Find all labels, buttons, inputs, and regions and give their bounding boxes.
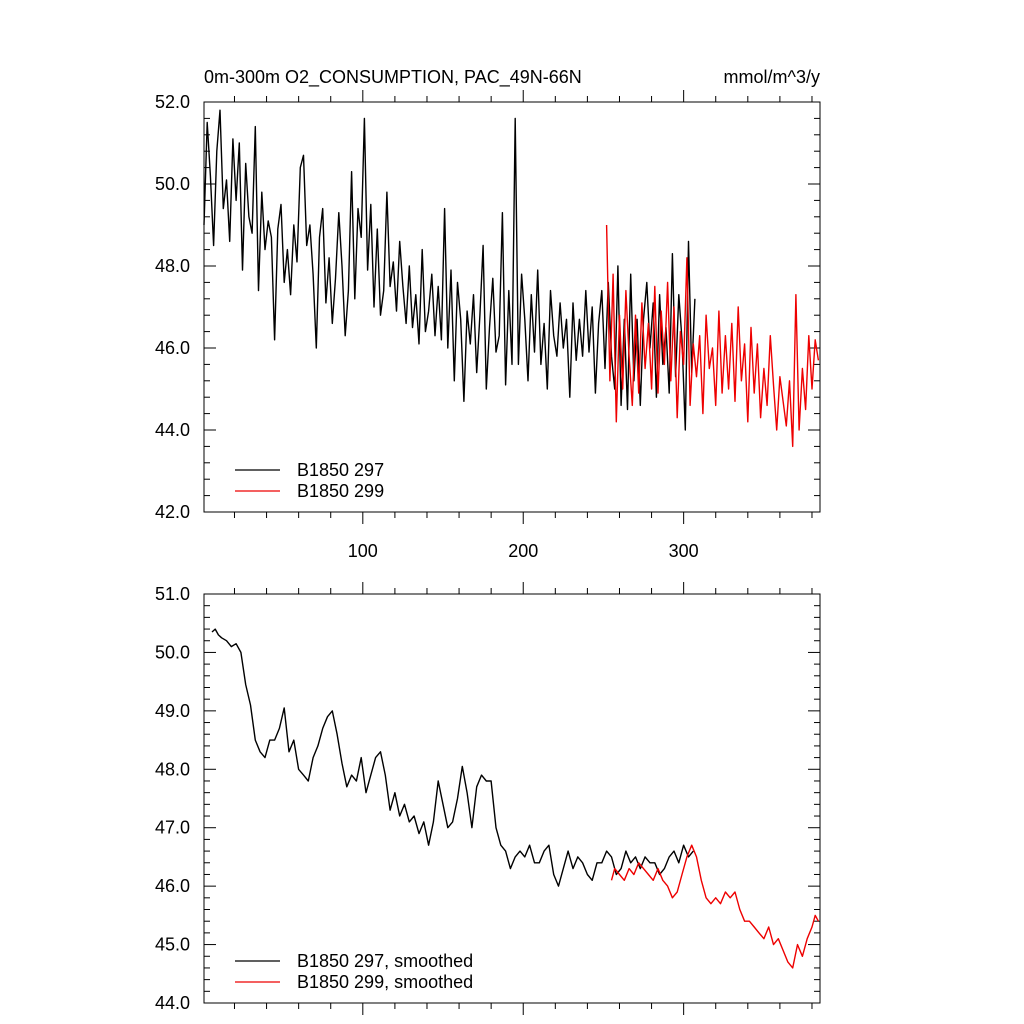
y-tick-label: 51.0 xyxy=(155,584,190,604)
top-legend: B1850 297 B1850 299 xyxy=(235,460,384,501)
y-tick-label: 45.0 xyxy=(155,935,190,955)
legend-label-b1850-297-smoothed: B1850 297, smoothed xyxy=(297,951,473,971)
series-line-b1850-299 xyxy=(605,224,820,448)
x-tick-label: 200 xyxy=(508,541,538,561)
bottom-series-lines xyxy=(211,628,820,969)
x-tick-label: 100 xyxy=(348,541,378,561)
y-tick-label: 48.0 xyxy=(155,256,190,276)
y-tick-label: 42.0 xyxy=(155,502,190,522)
y-tick-label: 49.0 xyxy=(155,701,190,721)
top-series-lines xyxy=(203,109,820,448)
y-tick-label: 48.0 xyxy=(155,759,190,779)
bottom-axis-ticks: 44.0 45.0 46.0 47.0 48.0 49.0 50.0 51.0 xyxy=(155,582,820,1015)
top-chart-panel: 0m-300m O2_CONSUMPTION, PAC_49N-66N mmol… xyxy=(155,67,821,561)
series-line-b1850-297-smoothed xyxy=(211,628,694,887)
y-tick-label: 50.0 xyxy=(155,642,190,662)
y-tick-label: 50.0 xyxy=(155,174,190,194)
series-line-b1850-299-smoothed xyxy=(610,844,820,969)
chart-title: 0m-300m O2_CONSUMPTION, PAC_49N-66N xyxy=(204,67,582,88)
y-tick-label: 52.0 xyxy=(155,92,190,112)
chart-units: mmol/m^3/y xyxy=(724,67,820,87)
x-tick-label: 300 xyxy=(669,541,699,561)
bottom-chart-panel: 44.0 45.0 46.0 47.0 48.0 49.0 50.0 51.0 B1850 2… xyxy=(155,582,821,1015)
top-plot-frame xyxy=(203,101,821,513)
bottom-plot-frame xyxy=(203,593,821,1004)
top-axis-ticks: 42.0 44.0 46.0 48.0 50.0 52.0 100 200 300 xyxy=(155,90,820,561)
y-tick-label: 44.0 xyxy=(155,420,190,440)
legend-label-b1850-299-smoothed: B1850 299, smoothed xyxy=(297,972,473,992)
legend-label-b1850-299: B1850 299 xyxy=(297,481,384,501)
y-tick-label: 46.0 xyxy=(155,876,190,896)
series-line-b1850-297 xyxy=(203,109,696,431)
y-tick-label: 44.0 xyxy=(155,993,190,1013)
y-tick-label: 47.0 xyxy=(155,818,190,838)
y-tick-label: 46.0 xyxy=(155,338,190,358)
legend-label-b1850-297: B1850 297 xyxy=(297,460,384,480)
bottom-legend: B1850 297, smoothed B1850 299, smoothed xyxy=(235,951,473,992)
